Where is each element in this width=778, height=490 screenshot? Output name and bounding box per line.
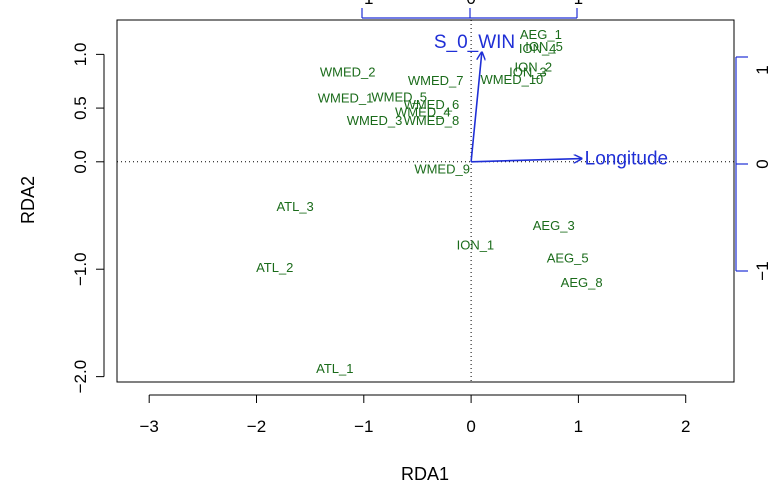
y-tick-label: −2.0 xyxy=(71,360,90,394)
top-secondary-tick-label: −1 xyxy=(354,0,373,8)
biplot-arrows: S_0_WIN Longitude xyxy=(434,32,668,169)
site-label: WMED_8 xyxy=(404,113,460,128)
site-label: WMED_3 xyxy=(347,113,403,128)
site-label: WMED_10 xyxy=(480,72,543,87)
site-label: WMED_6 xyxy=(404,97,460,112)
x-tick-label: −2 xyxy=(247,417,266,436)
site-label: ATL_2 xyxy=(256,260,293,275)
site-label: WMED_2 xyxy=(320,65,376,80)
x-axis: −3 −2 −1 0 1 2 xyxy=(139,394,690,436)
site-label: WMED_7 xyxy=(408,73,464,88)
site-label: AEG_5 xyxy=(547,250,589,265)
arrow-longitude xyxy=(471,159,582,162)
site-label: ION_4 xyxy=(519,41,557,56)
x-axis-title: RDA1 xyxy=(401,464,449,484)
arrow-label: S_0_WIN xyxy=(434,32,515,53)
x-tick-label: −1 xyxy=(354,417,373,436)
y-tick-label: 0.0 xyxy=(71,150,90,174)
y-axis: 1.0 0.5 0.0 −1.0 −2.0 xyxy=(71,43,105,394)
x-tick-label: 1 xyxy=(574,417,583,436)
site-label: ION_3 xyxy=(509,65,547,80)
site-label: ION_2 xyxy=(515,59,553,74)
site-label: WMED_1 xyxy=(318,90,374,105)
y-axis-title: RDA2 xyxy=(18,176,38,224)
site-label: AEG_1 xyxy=(520,27,562,42)
plot-frame xyxy=(116,19,735,383)
x-tick-label: −3 xyxy=(139,417,158,436)
arrow-label: Longitude xyxy=(585,149,668,170)
top-secondary-tick-label: 0 xyxy=(466,0,475,8)
zero-lines xyxy=(117,20,734,382)
site-label: AEG_8 xyxy=(561,275,603,290)
top-secondary-tick-label: 1 xyxy=(574,0,583,8)
site-label: WMED_4 xyxy=(395,104,451,119)
right-secondary-tick-label: −1 xyxy=(753,261,772,280)
x-tick-label: 0 xyxy=(466,417,475,436)
site-label: WMED_9 xyxy=(414,161,470,176)
site-label: ION_1 xyxy=(457,238,495,253)
site-label: ATL_1 xyxy=(316,361,353,376)
y-tick-label: 0.5 xyxy=(71,96,90,120)
x-tick-label: 2 xyxy=(681,417,690,436)
y-tick-label: 1.0 xyxy=(71,43,90,67)
y-tick-label: −1.0 xyxy=(71,252,90,286)
arrow-s-0-win xyxy=(470,52,482,162)
secondary-axes: 1 0 −1 −1 0 1 xyxy=(354,0,772,281)
site-label: WMED_5 xyxy=(371,89,427,104)
site-label: AEG_3 xyxy=(533,218,575,233)
right-secondary-tick-label: 1 xyxy=(753,65,772,74)
site-label: ATL_3 xyxy=(276,199,313,214)
site-label: ION_5 xyxy=(525,39,563,54)
right-secondary-tick-label: 0 xyxy=(753,159,772,168)
